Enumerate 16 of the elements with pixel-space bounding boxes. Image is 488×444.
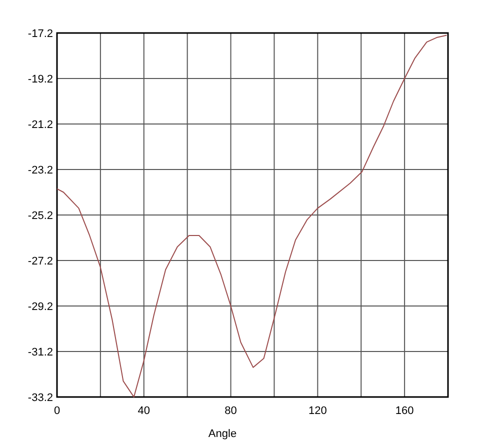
y-tick-label: -31.2 (28, 346, 53, 358)
y-tick-label: -19.2 (28, 74, 53, 86)
y-tick-label: -25.2 (28, 210, 53, 222)
x-tick-label: 80 (224, 405, 237, 417)
y-tick-label: -29.2 (28, 301, 53, 313)
x-axis-title: Angle (208, 428, 237, 440)
y-tick-label: -21.2 (28, 119, 53, 131)
x-tick-label: 120 (308, 405, 327, 417)
x-tick-label: 0 (54, 405, 60, 417)
y-tick-label: -27.2 (28, 256, 53, 268)
x-tick-label: 160 (395, 405, 414, 417)
x-tick-label: 40 (138, 405, 150, 417)
y-tick-label: -17.2 (28, 28, 53, 40)
y-tick-label: -33.2 (28, 392, 53, 404)
line-series (56, 34, 448, 398)
y-tick-label: -23.2 (28, 164, 53, 176)
